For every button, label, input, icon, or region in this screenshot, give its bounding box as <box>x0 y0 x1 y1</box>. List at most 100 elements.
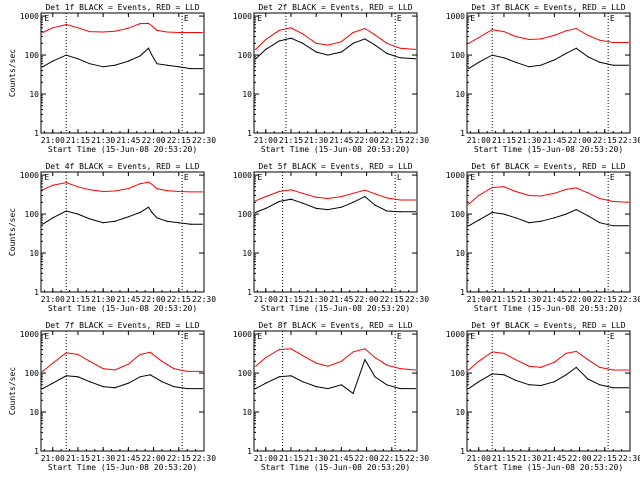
point-lld <box>315 42 317 44</box>
y-tick-label: 100 <box>25 51 40 60</box>
x-tick-label: 21:15 <box>66 136 90 145</box>
point-lld <box>528 38 530 41</box>
point-events <box>114 220 116 222</box>
point-events <box>565 213 567 215</box>
point-events <box>156 63 158 65</box>
point-lld <box>565 30 567 32</box>
point-lld <box>139 183 141 185</box>
point-events <box>587 378 589 380</box>
x-tick-label: 21:30 <box>304 295 328 304</box>
event-marker-label: E <box>184 173 189 182</box>
x-axis-label: Start Time (15-Jun-08 20:53:20) <box>474 145 623 154</box>
x-tick-label: 22:30 <box>618 295 640 304</box>
point-events <box>599 222 601 224</box>
y-tick-label: 1 <box>460 288 465 297</box>
x-tick-label: 21:45 <box>329 136 353 145</box>
point-events <box>114 64 116 66</box>
y-tick-label: 1000 <box>20 12 39 21</box>
point-lld <box>587 34 589 36</box>
x-tick-label: 22:15 <box>380 295 404 304</box>
point-events <box>503 374 505 376</box>
chart-title: Det 4f BLACK = Events, RED = LLD <box>45 162 199 171</box>
x-tick-label: 21:30 <box>304 454 328 463</box>
chart-title: Det 3f BLACK = Events, RED = LLD <box>471 3 625 12</box>
x-tick-label: 22:15 <box>167 295 191 304</box>
point-events <box>612 64 614 66</box>
point-events <box>278 40 280 42</box>
point-lld <box>89 360 91 362</box>
point-events <box>528 384 530 386</box>
point-events <box>340 206 342 208</box>
point-lld <box>587 192 589 194</box>
y-tick-label: 10 <box>242 90 252 99</box>
point-lld <box>127 363 129 365</box>
event-marker-label: E <box>44 173 49 182</box>
point-events <box>201 387 203 390</box>
y-tick-label: 100 <box>451 210 466 219</box>
point-events <box>161 381 163 383</box>
point-lld <box>127 188 129 190</box>
point-events <box>290 37 292 39</box>
point-lld <box>612 369 614 371</box>
chart-title: Det 5f BLACK = Events, RED = LLD <box>258 162 412 171</box>
point-events <box>327 54 329 56</box>
x-tick-label: 21:00 <box>254 136 278 145</box>
point-lld <box>491 351 493 353</box>
point-events <box>265 207 267 209</box>
point-events <box>178 222 180 224</box>
point-lld <box>503 352 505 354</box>
point-events <box>147 206 150 208</box>
point-lld <box>189 191 192 193</box>
point-events <box>468 225 470 227</box>
x-tick-label: 22:30 <box>192 295 216 304</box>
point-lld <box>553 34 555 36</box>
series-lld <box>255 348 416 371</box>
series-lld <box>468 186 629 205</box>
point-lld <box>278 29 280 31</box>
point-events <box>399 387 401 390</box>
series-events <box>468 47 629 70</box>
point-lld <box>540 195 542 197</box>
point-lld <box>265 356 267 359</box>
point-events <box>65 375 67 377</box>
series-events <box>255 196 416 213</box>
point-lld <box>147 22 150 24</box>
point-events <box>315 207 317 209</box>
point-events <box>255 58 257 60</box>
x-tick-label: 22:30 <box>405 295 429 304</box>
event-marker-label: E <box>44 14 49 23</box>
point-lld <box>414 199 416 201</box>
point-lld <box>327 197 329 200</box>
series-lld <box>468 27 629 44</box>
x-tick-label: 21:15 <box>492 136 516 145</box>
point-lld <box>77 186 79 188</box>
point-events <box>186 387 188 390</box>
x-tick-label: 21:15 <box>279 136 303 145</box>
x-tick-label: 21:45 <box>542 136 566 145</box>
series-events <box>468 209 629 227</box>
point-lld <box>352 192 354 194</box>
x-tick-label: 21:00 <box>467 295 491 304</box>
point-events <box>491 211 493 214</box>
point-events <box>340 384 342 386</box>
point-events <box>553 381 555 383</box>
point-lld <box>565 352 567 354</box>
point-events <box>65 210 67 212</box>
point-events <box>399 211 401 213</box>
point-lld <box>178 31 180 34</box>
point-lld <box>399 368 401 370</box>
point-lld <box>468 369 470 371</box>
x-tick-label: 22:00 <box>142 136 166 145</box>
x-axis-label: Start Time (15-Jun-08 20:53:20) <box>261 304 410 313</box>
point-events <box>102 385 104 388</box>
y-tick-label: 1 <box>34 288 39 297</box>
series-events <box>255 37 416 60</box>
point-events <box>189 67 192 70</box>
point-lld <box>315 362 317 364</box>
point-events <box>340 51 342 53</box>
point-lld <box>189 31 192 34</box>
point-events <box>147 47 150 49</box>
series-events <box>468 366 629 390</box>
point-lld <box>102 190 104 193</box>
